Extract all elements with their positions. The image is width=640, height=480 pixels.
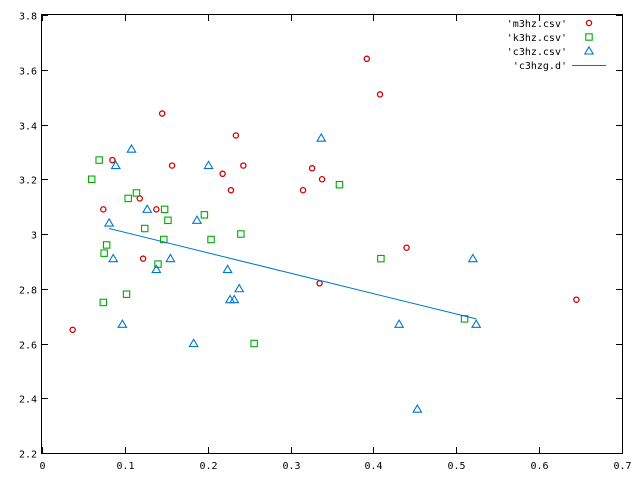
data-point-triangle <box>316 132 327 142</box>
data-point-circle <box>227 186 235 194</box>
y-tick-label: 3.6 <box>19 67 37 78</box>
y-tick-label: 3 <box>31 231 37 242</box>
x-tick-label: 0 <box>39 461 45 472</box>
data-point-circle <box>109 156 116 164</box>
legend-label: 'c3hzg.d' <box>513 61 567 72</box>
data-point-square <box>87 175 96 184</box>
legend-label: 'm3hz.csv' <box>507 19 567 30</box>
data-point-circle <box>100 206 107 213</box>
data-point-triangle <box>467 253 479 263</box>
data-point-square <box>102 241 111 249</box>
data-point-triangle <box>412 403 423 413</box>
y-tick-label: 2.6 <box>19 341 37 352</box>
data-point-triangle <box>234 283 245 293</box>
data-point-square <box>140 224 149 233</box>
data-point-square <box>207 235 215 244</box>
data-point-square <box>100 249 108 257</box>
data-point-square <box>160 205 169 214</box>
legend-swatch <box>585 33 593 41</box>
data-point-triangle <box>126 143 137 153</box>
data-point-square <box>132 189 141 197</box>
data-point-circle <box>308 165 316 172</box>
data-point-square <box>122 290 131 298</box>
data-point-triangle <box>471 319 482 328</box>
data-point-triangle <box>117 319 128 328</box>
data-point-square <box>200 211 209 219</box>
data-point-square <box>164 216 172 225</box>
y-tick-label: 2.8 <box>19 286 37 297</box>
data-point-circle <box>240 162 247 169</box>
legend-swatch <box>585 19 593 27</box>
y-tick-label: 3.2 <box>19 176 37 187</box>
y-tick-label: 3.4 <box>19 122 37 133</box>
legend-label: 'k3hz.csv' <box>507 33 567 44</box>
data-point-triangle <box>108 253 119 263</box>
data-point-circle <box>69 326 76 334</box>
y-tick-labels: 2.2 2.4 2.6 2.8 3 3.2 3.4 3.6 3.8 <box>19 12 37 461</box>
data-point-triangle <box>103 217 115 227</box>
data-point-square <box>160 235 168 244</box>
data-point-square <box>237 230 245 238</box>
data-point-square <box>335 180 344 189</box>
data-point-circle <box>318 175 326 183</box>
data-point-square <box>377 254 385 263</box>
data-point-triangle <box>229 294 240 304</box>
data-point-circle <box>573 296 580 303</box>
x-tick-label: 0.6 <box>530 461 548 472</box>
legend: 'm3hz.csv' 'k3hz.csv' 'c3hz.csv' 'c3hzg.d' <box>507 19 606 72</box>
data-point-square <box>250 339 258 348</box>
x-tick-label: 0.3 <box>282 461 300 472</box>
series-line-3 <box>108 228 477 320</box>
data-point-circle <box>232 132 240 139</box>
legend-label: 'c3hz.csv' <box>507 47 567 58</box>
data-point-triangle <box>191 215 203 224</box>
data-point-circle <box>139 255 147 262</box>
plot-frame <box>41 14 623 454</box>
data-point-triangle <box>393 319 405 328</box>
x-tick-label: 0.2 <box>199 461 217 472</box>
data-point-circle <box>316 280 323 287</box>
legend-swatch <box>583 45 595 55</box>
data-point-circle <box>219 170 226 178</box>
data-point-triangle <box>110 160 121 170</box>
data-point-triangle <box>222 264 233 274</box>
x-tick-label: 0.1 <box>116 461 134 472</box>
x-tick-labels: 0 0.1 0.2 0.3 0.4 0.5 0.6 0.7 <box>39 461 631 472</box>
y-tick-label: 2.2 <box>19 450 37 461</box>
axis-ticks <box>42 15 623 454</box>
data-point-triangle <box>151 264 162 274</box>
data-point-circle <box>158 110 166 117</box>
data-point-circle <box>153 206 160 213</box>
data-point-triangle <box>165 253 176 263</box>
x-tick-label: 0.4 <box>364 461 382 472</box>
data-point-circle <box>376 91 384 98</box>
data-point-circle <box>299 186 307 194</box>
data-point-square <box>124 194 132 203</box>
data-point-triangle <box>142 204 153 213</box>
data-point-circle <box>363 55 371 63</box>
data-point-square <box>95 156 103 164</box>
data-point-circle <box>403 244 410 251</box>
data-point-triangle <box>188 338 199 348</box>
data-marks <box>69 55 580 413</box>
x-tick-label: 0.7 <box>613 461 631 472</box>
data-point-triangle <box>203 160 214 170</box>
data-point-square <box>99 298 108 307</box>
y-tick-label: 2.4 <box>19 395 37 406</box>
x-tick-label: 0.5 <box>447 461 465 472</box>
data-point-circle <box>168 162 176 169</box>
y-tick-label: 3.8 <box>19 12 37 23</box>
